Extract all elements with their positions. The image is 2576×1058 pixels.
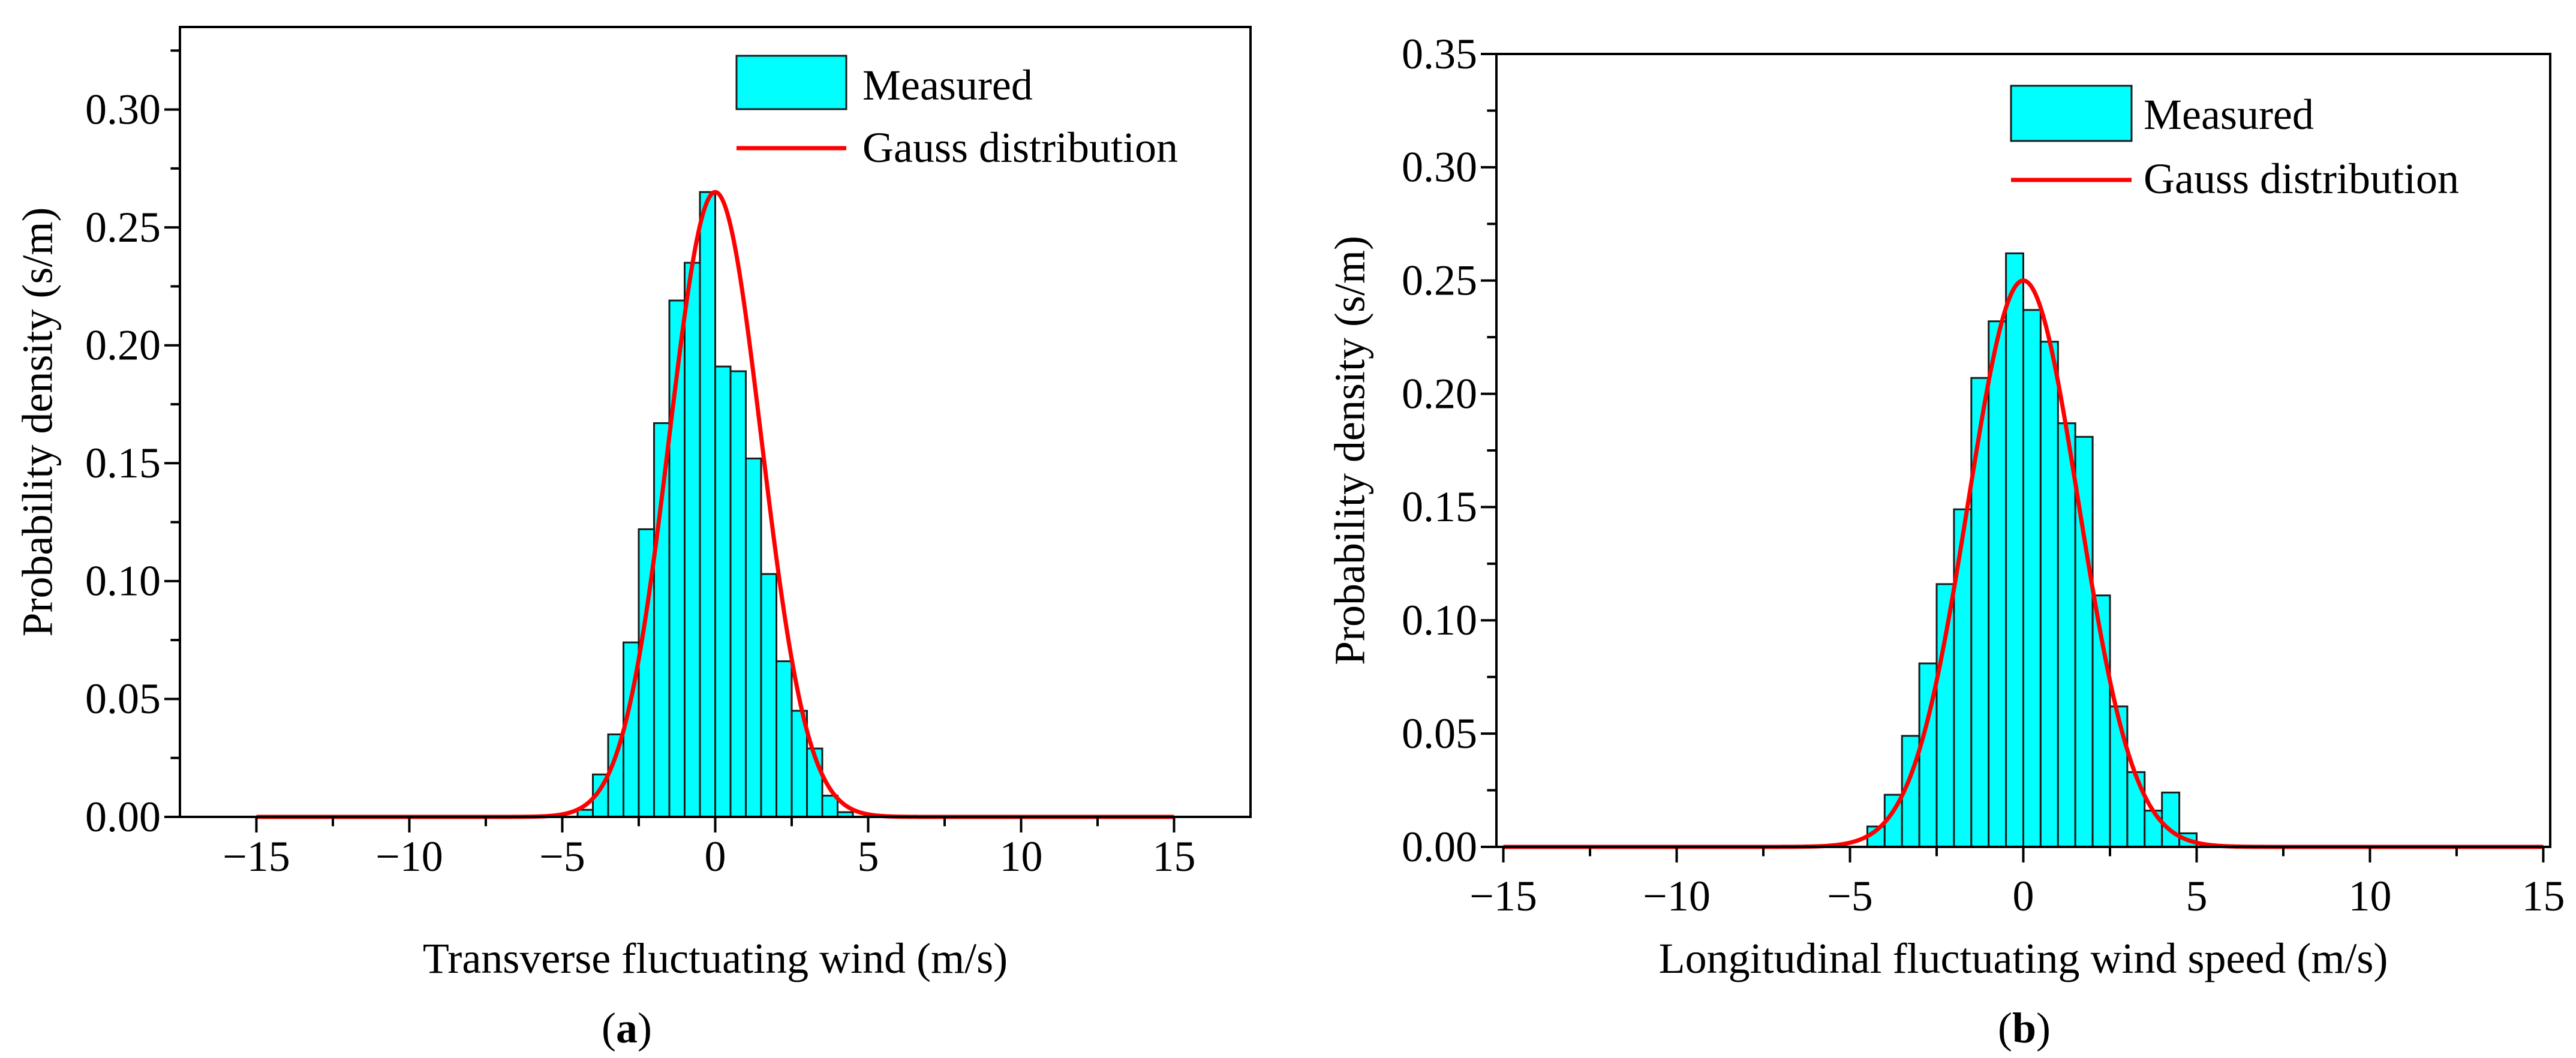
histogram-bar bbox=[760, 573, 777, 818]
y-tick-label: 0.15 bbox=[85, 439, 161, 487]
x-axis-label-a: Transverse fluctuating wind (m/s) bbox=[423, 934, 1008, 982]
x-ticks-a: −15 −10 −5 0 5 10 15 bbox=[223, 817, 1196, 880]
panel-caption-b: (b) bbox=[1998, 1004, 2051, 1052]
histogram-bar bbox=[2022, 309, 2042, 848]
histogram-bar bbox=[775, 660, 793, 818]
y-tick-label: 0.00 bbox=[1402, 823, 1477, 871]
histogram-bar bbox=[714, 365, 732, 818]
histogram-bar bbox=[699, 191, 716, 818]
x-ticks-b: −15 −10 −5 0 5 10 15 bbox=[1469, 847, 2565, 920]
legend-b: Measured Gauss distribution bbox=[2010, 85, 2459, 203]
y-axis-label-a: Probability density (s/m) bbox=[14, 208, 62, 637]
x-tick-label: 15 bbox=[2521, 872, 2565, 920]
legend-label-gauss-b: Gauss distribution bbox=[2144, 155, 2459, 203]
x-tick-label: 15 bbox=[1153, 832, 1196, 880]
histogram-bar bbox=[607, 733, 624, 818]
x-tick-label: 5 bbox=[2186, 872, 2207, 920]
histogram-bar bbox=[729, 370, 747, 818]
legend-a: Measured Gauss distribution bbox=[735, 55, 1178, 172]
histogram-bar bbox=[2039, 341, 2059, 848]
legend-swatch-measured-a bbox=[735, 55, 847, 110]
histogram-bar bbox=[821, 795, 838, 818]
panel-letter-a: a bbox=[616, 1004, 638, 1052]
y-tick-label: 0.25 bbox=[85, 203, 161, 251]
x-tick-label: 10 bbox=[2348, 872, 2391, 920]
histogram-bar bbox=[1935, 583, 1955, 848]
y-ticks-b: 0.00 0.05 0.10 0.15 0.20 0.25 0.30 0.35 bbox=[1402, 30, 1496, 871]
x-tick-label: 10 bbox=[1000, 832, 1043, 880]
y-tick-label: 0.00 bbox=[85, 793, 161, 841]
x-tick-label: −15 bbox=[1469, 872, 1537, 920]
legend-label-measured-b: Measured bbox=[2144, 91, 2314, 139]
x-tick-label: −15 bbox=[223, 832, 290, 880]
histogram-bar bbox=[1988, 320, 2007, 848]
x-tick-label: −10 bbox=[1643, 872, 1711, 920]
y-axis-label-b: Probability density (s/m) bbox=[1326, 236, 1374, 665]
legend-label-gauss-a: Gauss distribution bbox=[862, 124, 1178, 172]
x-axis-label-b: Longitudinal fluctuating wind speed (m/s… bbox=[1659, 934, 2388, 982]
y-tick-label: 0.35 bbox=[1402, 30, 1477, 78]
histogram-bar bbox=[745, 457, 762, 818]
histogram-bars-a bbox=[576, 191, 854, 818]
histogram-bar bbox=[1970, 377, 1990, 848]
panel-caption-a: (a) bbox=[602, 1004, 652, 1052]
histogram-bar bbox=[2005, 252, 2025, 848]
histogram-bar bbox=[2109, 705, 2129, 848]
x-tick-label: −5 bbox=[539, 832, 585, 880]
y-tick-label: 0.15 bbox=[1402, 483, 1477, 531]
x-tick-label: −10 bbox=[375, 832, 443, 880]
x-tick-label: 0 bbox=[2013, 872, 2034, 920]
x-tick-label: −5 bbox=[1827, 872, 1873, 920]
y-ticks-a: 0.00 0.05 0.10 0.15 0.20 0.25 0.30 bbox=[85, 49, 180, 841]
panel-letter-b: b bbox=[2012, 1004, 2036, 1052]
histogram-bar bbox=[1953, 508, 1973, 848]
y-tick-label: 0.05 bbox=[85, 675, 161, 723]
legend-swatch-measured-b bbox=[2010, 85, 2133, 142]
y-tick-label: 0.20 bbox=[1402, 369, 1477, 417]
y-tick-label: 0.30 bbox=[1402, 143, 1477, 191]
y-tick-label: 0.10 bbox=[1402, 596, 1477, 644]
chart-panel-a: −15 −10 −5 0 5 10 15 0.000.050.100.150.200.250… bbox=[14, 26, 1252, 1052]
y-tick-label: 0.10 bbox=[85, 557, 161, 605]
histogram-bar bbox=[2161, 791, 2181, 848]
histogram-bar bbox=[684, 262, 701, 818]
x-tick-label: 5 bbox=[858, 832, 879, 880]
y-tick-label: 0.25 bbox=[1402, 256, 1477, 304]
y-tick-label: 0.20 bbox=[85, 321, 161, 369]
histogram-bar bbox=[2057, 422, 2076, 848]
legend-label-measured-a: Measured bbox=[862, 61, 1033, 109]
x-tick-label: 0 bbox=[705, 832, 726, 880]
histogram-bar bbox=[2126, 771, 2146, 848]
chart-panel-b: −15 −10 −5 0 5 10 15 0.000.050.100.150.200.250… bbox=[1326, 30, 2565, 1052]
y-tick-label: 0.05 bbox=[1402, 710, 1477, 758]
y-tick-label: 0.30 bbox=[85, 85, 161, 133]
